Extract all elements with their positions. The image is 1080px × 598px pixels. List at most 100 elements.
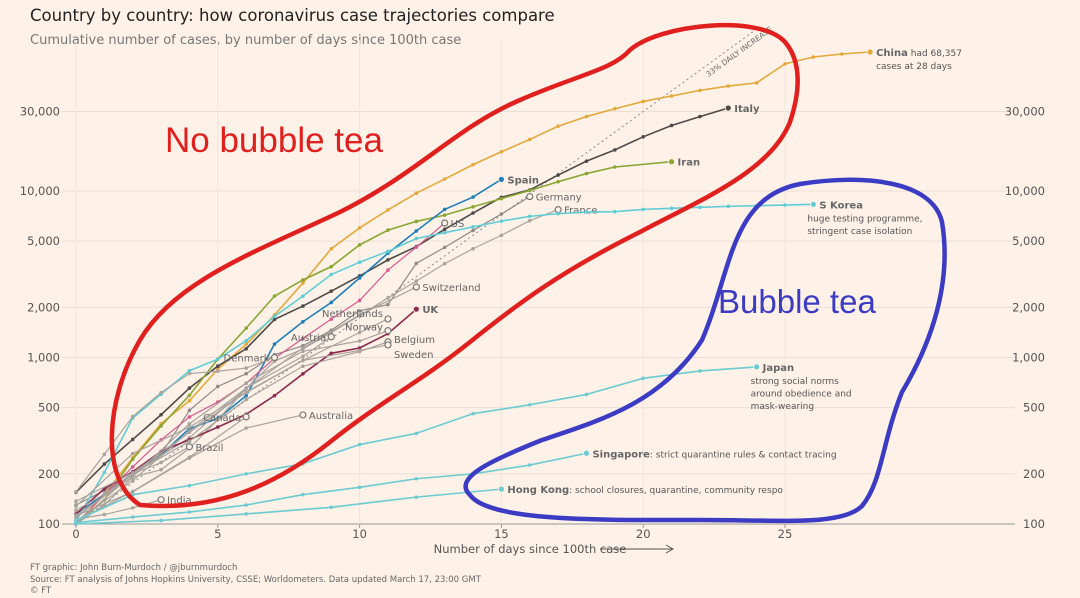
- data-point: [414, 476, 419, 481]
- data-point: [187, 483, 192, 488]
- data-point: [216, 369, 220, 374]
- data-point: [442, 177, 447, 181]
- data-point: [527, 218, 532, 223]
- footer-copyright: © FT: [30, 586, 52, 596]
- series-end-point: [441, 219, 449, 227]
- data-point: [386, 302, 390, 307]
- data-point: [442, 261, 447, 266]
- data-point: [386, 258, 390, 262]
- data-point: [187, 510, 192, 514]
- series-end-point: [412, 283, 420, 291]
- data-point: [527, 188, 532, 193]
- data-point: [329, 351, 334, 356]
- data-point: [641, 135, 645, 139]
- y-tick-label-right: 100: [1023, 517, 1045, 531]
- series-label-china: China had 68,357: [876, 48, 962, 59]
- data-point: [244, 426, 248, 430]
- data-point: [499, 233, 504, 238]
- data-point: [130, 475, 135, 479]
- data-point: [130, 506, 135, 510]
- data-point: [187, 415, 192, 419]
- y-tick-label-right: 200: [1023, 467, 1045, 481]
- data-point: [527, 463, 532, 467]
- series-end-point: [270, 353, 279, 362]
- data-point: [130, 515, 135, 519]
- data-point: [641, 207, 645, 212]
- data-point: [584, 114, 589, 119]
- data-point: [74, 522, 78, 526]
- series-line-us: [75, 222, 446, 525]
- data-point: [187, 439, 192, 444]
- data-point: [414, 495, 419, 499]
- data-point: [244, 326, 248, 330]
- y-tick-label-right: 2,000: [1012, 300, 1045, 314]
- series-annotation: mask-wearing: [751, 402, 814, 412]
- data-point: [130, 451, 135, 456]
- x-tick-label: 20: [636, 527, 651, 541]
- series-end-point: [809, 200, 817, 208]
- data-point: [187, 386, 192, 390]
- data-point: [301, 281, 305, 285]
- data-point: [272, 317, 277, 322]
- data-point: [613, 165, 617, 169]
- series-end-point: [384, 315, 392, 323]
- data-point: [159, 518, 163, 523]
- series-annotation: strong social norms: [751, 377, 840, 387]
- series-end-point: [299, 411, 307, 419]
- series-end-point: [384, 341, 392, 349]
- data-point: [414, 279, 419, 283]
- data-point: [357, 485, 362, 490]
- series-annotation: had 68,357: [908, 49, 962, 59]
- data-point: [187, 421, 192, 426]
- data-point: [187, 425, 192, 429]
- data-point: [301, 304, 305, 308]
- data-point: [74, 508, 78, 513]
- series-annotation: stringent case isolation: [807, 227, 912, 237]
- data-point: [329, 505, 334, 510]
- data-point: [272, 342, 277, 346]
- y-tick-label-left: 200: [38, 467, 60, 481]
- series-label-us: US: [451, 219, 465, 230]
- data-point: [556, 211, 560, 216]
- data-point: [584, 171, 589, 176]
- data-point: [216, 357, 220, 361]
- data-point: [641, 376, 645, 381]
- x-tick-label: 25: [778, 527, 793, 541]
- data-point: [329, 264, 334, 269]
- data-point: [272, 393, 277, 398]
- series-label-iran: Iran: [678, 158, 701, 169]
- series-line-italy: [75, 107, 729, 493]
- data-point: [187, 429, 192, 433]
- data-point: [698, 88, 702, 93]
- data-point: [102, 462, 107, 466]
- data-point: [527, 402, 532, 407]
- data-point: [329, 289, 334, 293]
- data-point: [301, 349, 305, 354]
- data-point: [726, 204, 731, 209]
- data-point: [301, 354, 305, 359]
- series-label-norway: Norway: [345, 323, 383, 334]
- data-point: [499, 196, 504, 201]
- data-point: [244, 342, 248, 347]
- series-label-switzerland: Switzerland: [422, 283, 480, 294]
- data-point: [301, 492, 305, 497]
- data-point: [471, 411, 475, 416]
- data-point: [726, 84, 731, 88]
- y-tick-label-left: 100: [38, 517, 60, 531]
- y-tick-label-left: 30,000: [20, 105, 60, 119]
- series-label-canada: Canada: [203, 413, 241, 424]
- data-point: [329, 317, 334, 321]
- data-point: [442, 213, 447, 217]
- data-point: [386, 208, 390, 212]
- data-point: [414, 245, 419, 249]
- data-point: [301, 372, 305, 376]
- data-point: [754, 81, 759, 85]
- data-point: [301, 364, 305, 369]
- data-point: [74, 490, 78, 494]
- data-point: [527, 137, 532, 142]
- y-tick-label-right: 1,000: [1012, 351, 1045, 365]
- data-point: [556, 179, 560, 184]
- series-annotation: huge testing programme,: [807, 214, 922, 224]
- data-point: [357, 226, 362, 230]
